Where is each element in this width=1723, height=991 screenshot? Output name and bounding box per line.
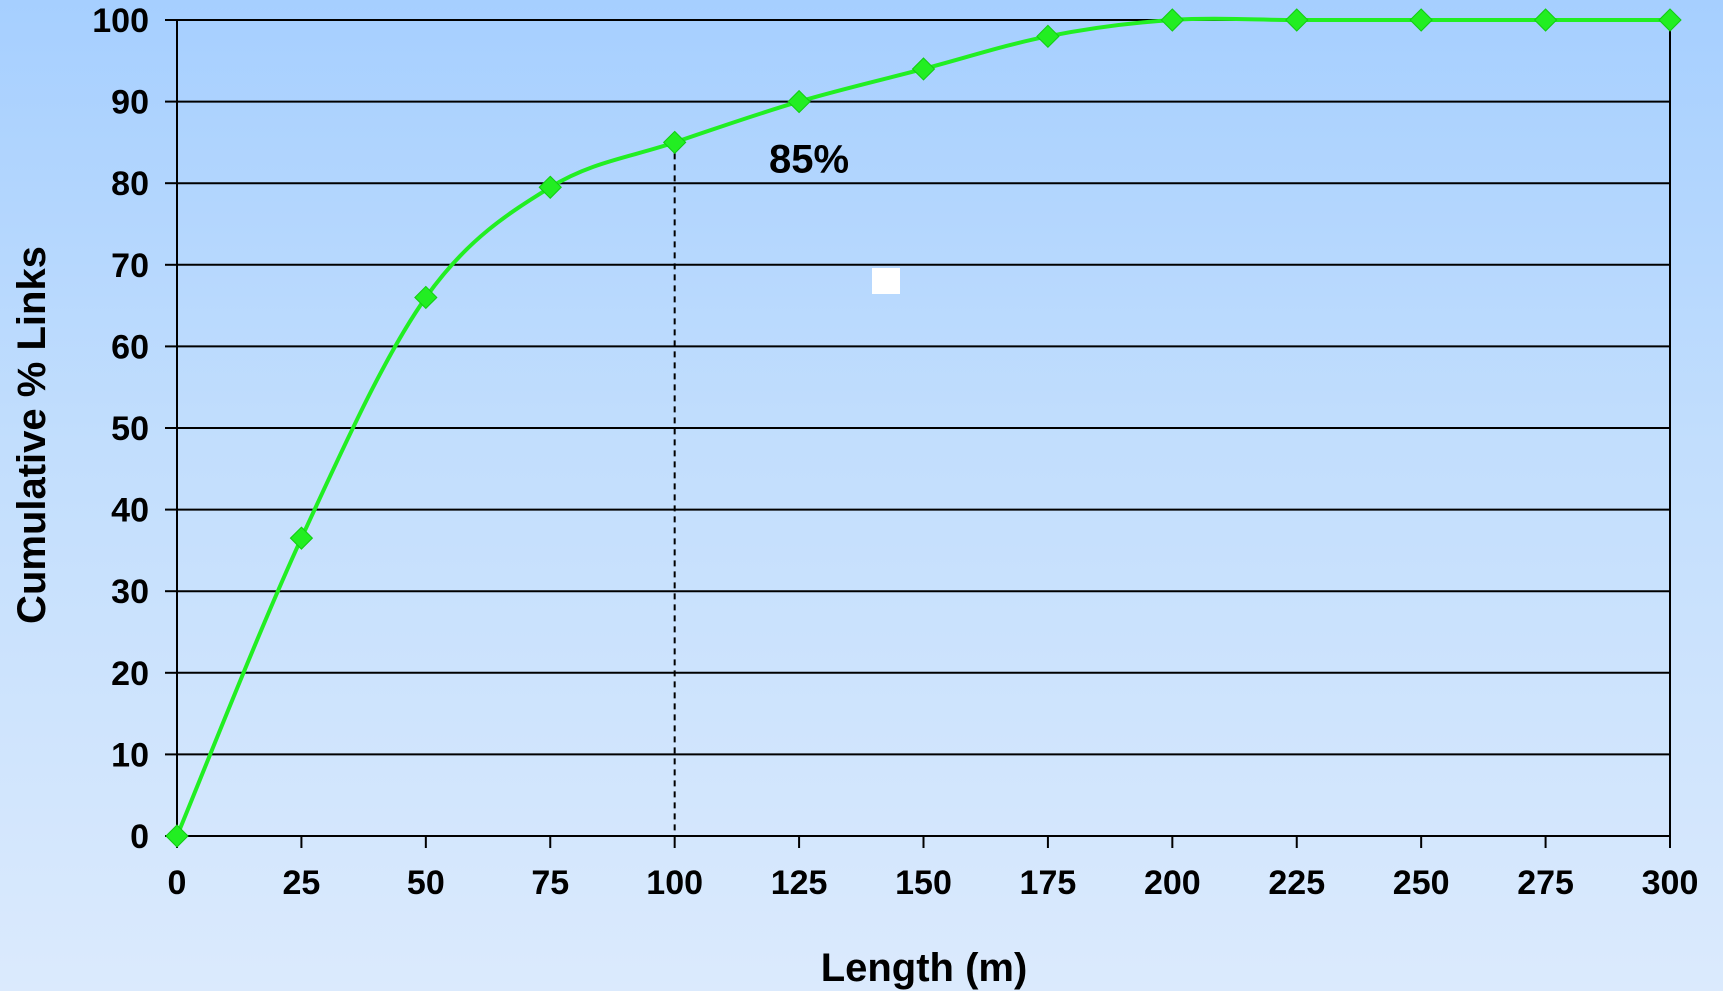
x-tick-label: 175 bbox=[1020, 864, 1077, 902]
data-point-marker bbox=[414, 285, 438, 310]
data-point-marker bbox=[662, 130, 687, 155]
data-point-marker bbox=[1036, 24, 1060, 49]
y-tick-label: 100 bbox=[92, 2, 149, 40]
x-tick-label: 275 bbox=[1517, 864, 1574, 902]
data-point-marker bbox=[165, 824, 189, 848]
gridlines bbox=[177, 19, 1670, 837]
data-point-marker bbox=[787, 89, 811, 114]
x-tick-label: 0 bbox=[168, 864, 187, 902]
y-tick-label: 30 bbox=[111, 573, 149, 611]
white-square-mark bbox=[872, 268, 900, 294]
x-tick-label: 250 bbox=[1393, 864, 1450, 902]
annotations: 85% bbox=[769, 138, 849, 182]
y-tick-label: 20 bbox=[111, 655, 149, 693]
x-tick-label: 75 bbox=[531, 864, 569, 902]
x-tick-label: 300 bbox=[1642, 864, 1699, 902]
y-axis-title: Cumulative % Links bbox=[10, 246, 54, 624]
x-axis-title: Length (m) bbox=[821, 946, 1028, 990]
data-point-marker bbox=[1658, 8, 1682, 32]
x-tick-label: 150 bbox=[895, 864, 952, 902]
annotation-label: 85% bbox=[769, 138, 849, 182]
y-tick-label: 0 bbox=[130, 818, 149, 856]
series-group bbox=[165, 8, 1682, 848]
y-tick-label: 40 bbox=[111, 492, 149, 530]
data-point-marker bbox=[1533, 8, 1558, 32]
x-tick-label: 200 bbox=[1144, 864, 1201, 902]
x-tick-label: 100 bbox=[646, 864, 703, 902]
x-tick-label: 125 bbox=[771, 864, 828, 902]
y-tick-label: 10 bbox=[111, 736, 149, 774]
y-tick-label: 60 bbox=[111, 328, 149, 366]
y-tick-label: 70 bbox=[111, 247, 149, 285]
y-tick-label: 50 bbox=[111, 410, 149, 448]
x-tick-label: 50 bbox=[407, 864, 445, 902]
x-tick-label: 225 bbox=[1268, 864, 1325, 902]
axes bbox=[165, 19, 1671, 848]
data-point-marker bbox=[911, 57, 936, 81]
series-line bbox=[175, 16, 1670, 837]
data-point-marker bbox=[1160, 8, 1185, 32]
data-point-marker bbox=[289, 526, 314, 550]
x-tick-label: 25 bbox=[283, 864, 321, 902]
y-tick-label: 90 bbox=[111, 84, 149, 122]
tick-labels: 0 10 20 30 40 50 60 70 80 90 100 0 25 50 75 100 125 150 17… bbox=[92, 2, 1698, 902]
data-point-marker bbox=[1409, 8, 1433, 32]
data-point-marker bbox=[1285, 8, 1309, 32]
data-point-marker bbox=[538, 175, 562, 199]
y-tick-label: 80 bbox=[111, 165, 149, 203]
